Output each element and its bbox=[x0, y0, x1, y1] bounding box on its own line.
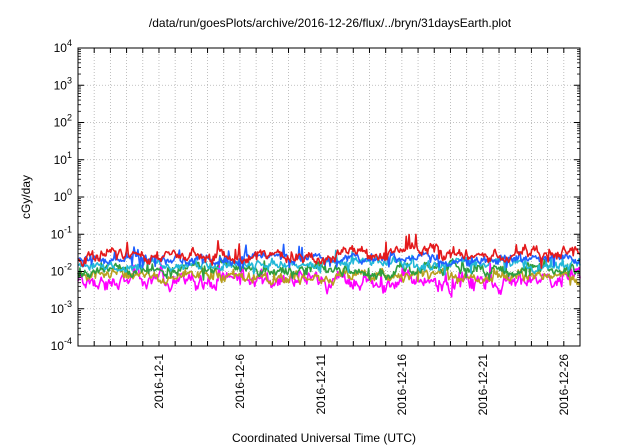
chart-title: /data/run/goesPlots/archive/2016-12-26/f… bbox=[149, 16, 512, 30]
series-line bbox=[77, 265, 581, 286]
series-line bbox=[77, 233, 581, 270]
y-tick-label: 104 bbox=[54, 38, 72, 55]
x-tick-label: 2016-12-1 bbox=[152, 354, 166, 409]
y-axis-label: cGy/day bbox=[19, 175, 33, 219]
grid bbox=[78, 48, 580, 346]
series-line bbox=[77, 260, 581, 298]
series-group bbox=[77, 233, 581, 298]
x-axis: 2016-12-1 2016-12-6 2016-12-11 2016-12-16 20… bbox=[93, 48, 571, 416]
series-line bbox=[77, 254, 581, 281]
y-tick-label: 100 bbox=[54, 187, 72, 204]
y-tick-label: 10-2 bbox=[51, 262, 72, 279]
y-tick-label: 101 bbox=[54, 150, 72, 167]
x-tick-label: 2016-12-6 bbox=[233, 354, 247, 409]
x-tick-label: 2016-12-26 bbox=[557, 354, 571, 416]
y-axis: 10-4 10-3 10-2 10-1 100 101 102 103 104 bbox=[51, 38, 580, 353]
x-axis-label: Coordinated Universal Time (UTC) bbox=[232, 431, 416, 445]
y-tick-label: 10-4 bbox=[51, 336, 72, 353]
x-tick-label: 2016-12-11 bbox=[314, 354, 328, 415]
y-tick-label: 102 bbox=[54, 113, 72, 130]
x-tick-label: 2016-12-16 bbox=[395, 354, 409, 416]
y-tick-label: 103 bbox=[54, 75, 72, 92]
y-tick-label: 10-3 bbox=[51, 299, 72, 316]
x-tick-label: 2016-12-21 bbox=[476, 354, 490, 416]
y-tick-label: 10-1 bbox=[51, 224, 72, 241]
